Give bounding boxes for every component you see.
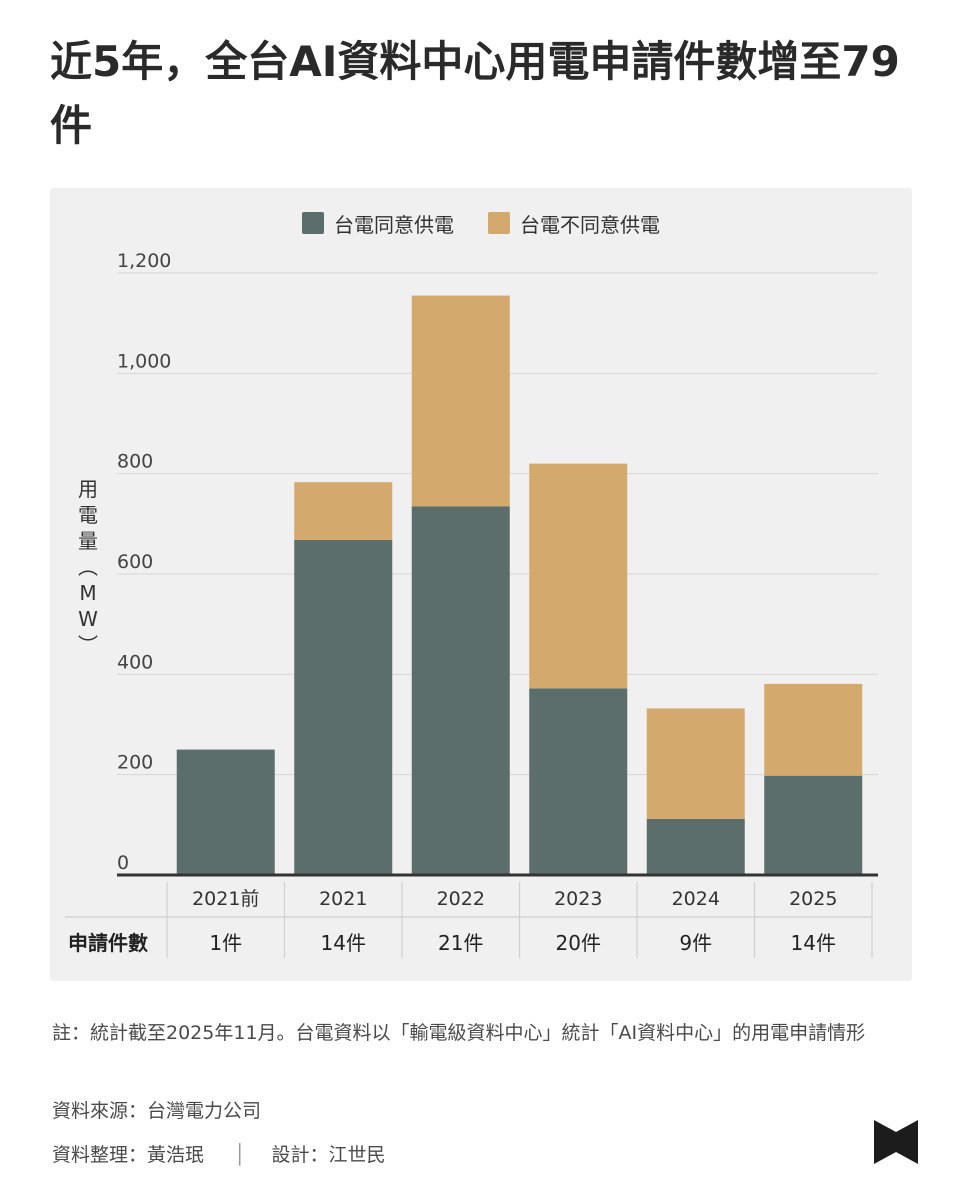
application-count: 9件 xyxy=(679,931,712,955)
data-source: 資料來源：台灣電力公司 xyxy=(52,1100,262,1122)
x-category-label: 2024 xyxy=(672,888,720,910)
y-axis-label-glyph: 電 xyxy=(78,503,98,527)
y-tick-label: 0 xyxy=(117,852,129,874)
legend-swatch-approved xyxy=(302,212,324,234)
x-category-label: 2025 xyxy=(789,888,837,910)
legend-label-rejected: 台電不同意供電 xyxy=(520,212,660,237)
y-axis-label-glyph: M xyxy=(79,581,97,605)
table-row-label: 申請件數 xyxy=(68,931,148,955)
chart-panel: 台電同意供電 台電不同意供電 用電量 ︵ M W ︶ 0 200 400 600 800 1,00… xyxy=(50,188,912,981)
y-tick-label: 400 xyxy=(117,651,153,673)
bar-rejected xyxy=(411,295,510,507)
y-axis-label-glyph: ︶ xyxy=(78,633,98,657)
x-category-label: 2021 xyxy=(319,888,367,910)
x-category-label: 2022 xyxy=(437,888,485,910)
chart-legend: 台電同意供電 台電不同意供電 xyxy=(50,208,912,238)
bowtie-logo-icon xyxy=(874,1120,918,1164)
y-tick-label: 600 xyxy=(117,551,153,573)
bar-rejected xyxy=(646,708,745,819)
bar-approved xyxy=(529,688,628,875)
application-count: 20件 xyxy=(556,931,601,955)
y-axis-label-glyph: W xyxy=(78,607,98,631)
credits-separator: │ xyxy=(234,1144,246,1166)
credits: 資料整理：黃浩珉 │ 設計：江世民 xyxy=(52,1140,912,1170)
bar-rejected xyxy=(764,683,863,776)
bar-approved xyxy=(294,539,393,875)
page-title: 近5年，全台AI資料中心用電申請件數增至79件 xyxy=(50,37,900,150)
y-axis-label: 用電量 ︵ M W ︶ xyxy=(76,476,100,658)
y-tick-label: 1,000 xyxy=(117,350,171,372)
application-count: 21件 xyxy=(438,931,483,955)
bar-rejected xyxy=(529,463,628,689)
y-axis-label-glyph: ︵ xyxy=(78,555,98,579)
y-tick-label: 1,200 xyxy=(117,250,171,272)
legend-item-rejected: 台電不同意供電 xyxy=(488,209,660,238)
y-tick-label: 200 xyxy=(117,752,153,774)
y-tick-label: 800 xyxy=(117,451,153,473)
design-credit: 設計：江世民 xyxy=(271,1144,386,1166)
bar-rejected xyxy=(294,482,393,540)
legend-label-approved: 台電同意供電 xyxy=(334,212,454,237)
legend-swatch-rejected xyxy=(488,212,510,234)
data-arrangement-credit: 資料整理：黃浩珉 xyxy=(52,1144,205,1166)
y-axis-label-glyph: 量 xyxy=(78,529,98,553)
bar-approved xyxy=(646,818,745,875)
bar-approved xyxy=(176,749,275,875)
stacked-bar-chart: 0 200 400 600 800 1,000 1,200 申請件數 2021前 1件 2021 14… xyxy=(65,250,878,958)
footnote: 註：統計截至2025年11月。台電資料以「輸電級資料中心」統計「AI資料中心」的… xyxy=(52,1022,866,1044)
bar-approved xyxy=(411,506,510,875)
x-category-label: 2023 xyxy=(554,888,602,910)
application-count: 14件 xyxy=(791,931,836,955)
bar-approved xyxy=(764,775,863,875)
application-count: 1件 xyxy=(209,931,242,955)
legend-item-approved: 台電同意供電 xyxy=(302,209,454,238)
application-count: 14件 xyxy=(321,931,366,955)
x-category-label: 2021前 xyxy=(192,888,259,910)
y-axis-label-glyph: 用 xyxy=(78,477,98,501)
